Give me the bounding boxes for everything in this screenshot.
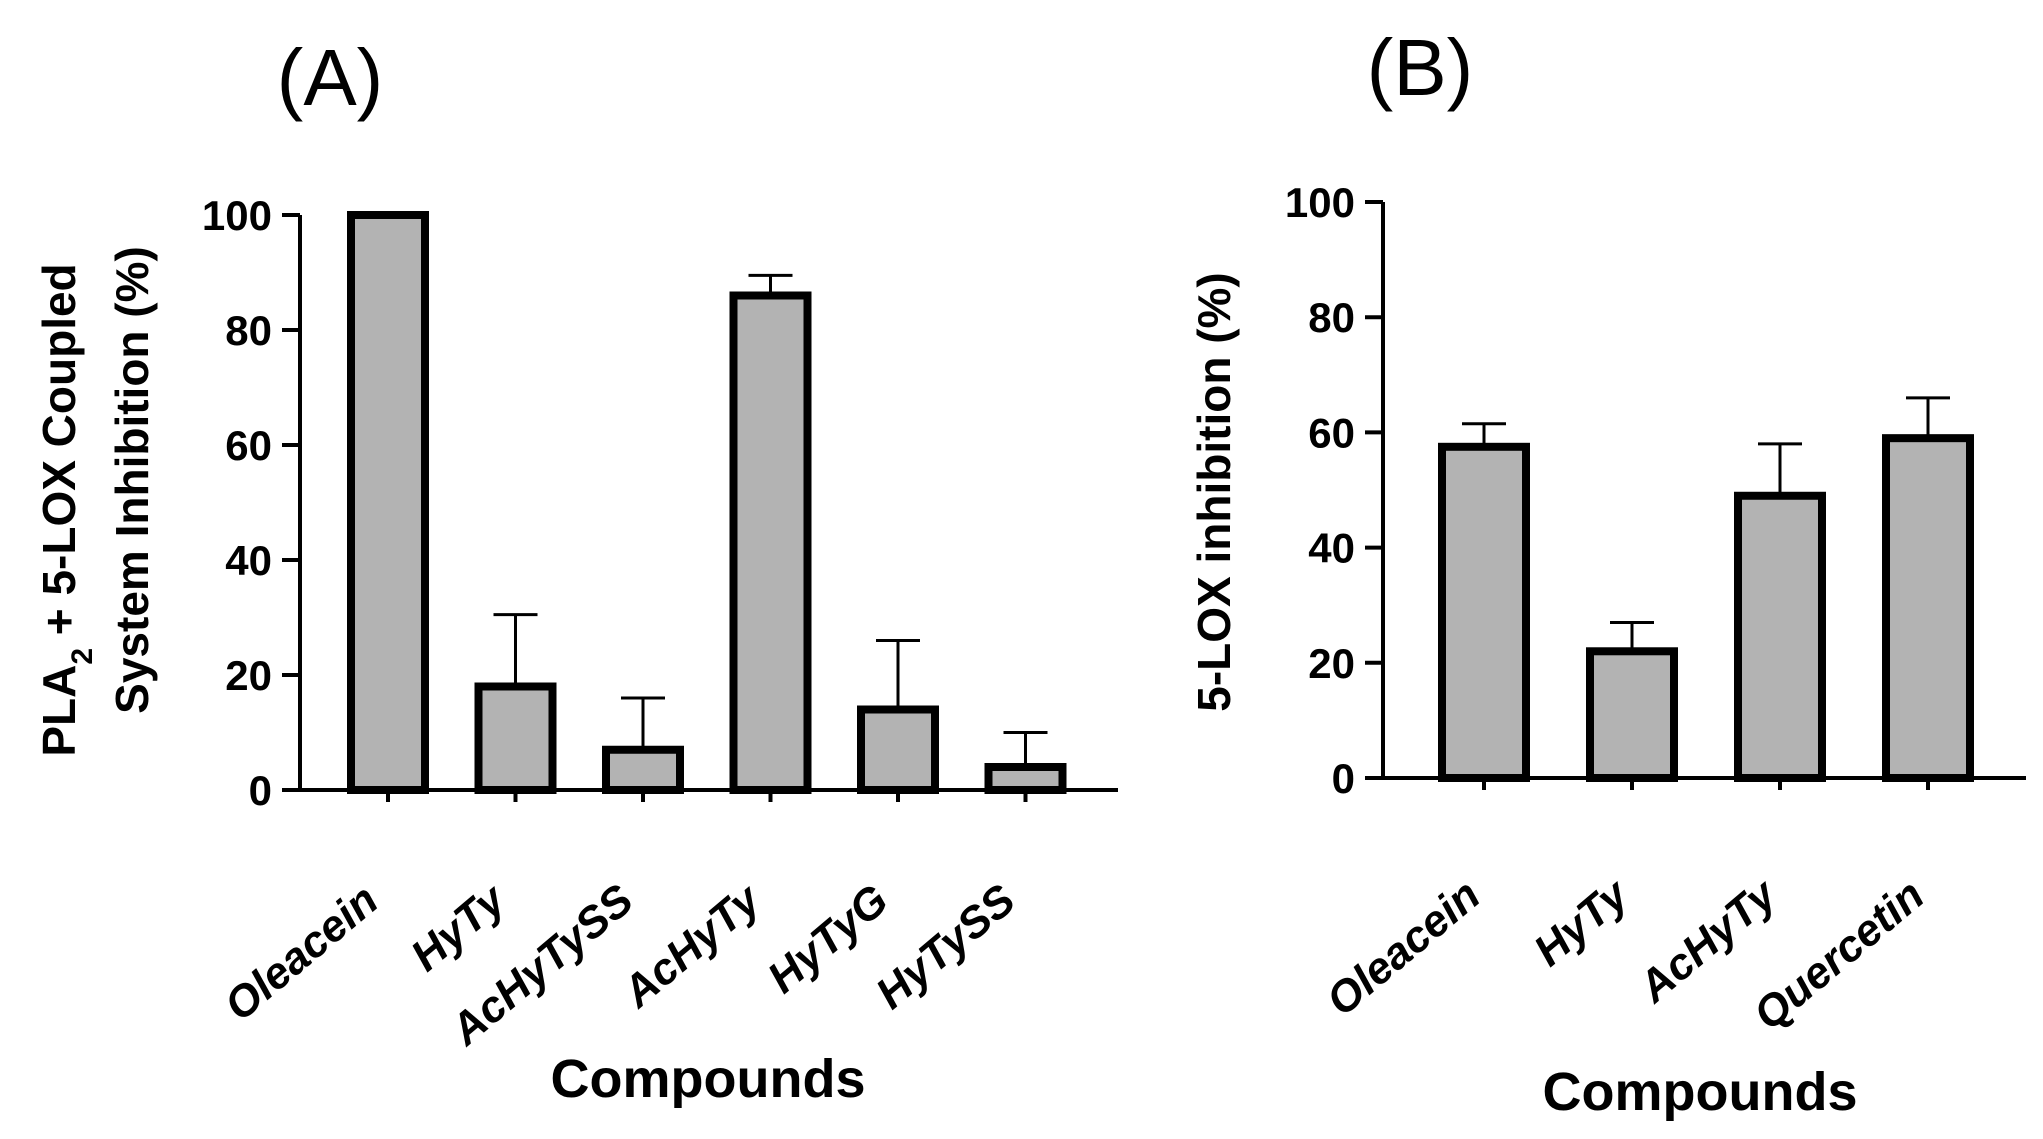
x-axis-label-a: Compounds (551, 1049, 866, 1109)
panel-label-a: (A) (277, 33, 384, 122)
panel-label-b: (B) (1367, 23, 1474, 112)
category-label-a-oleacein: Oleacein (215, 875, 387, 1030)
bar-b-oleacein (1438, 442, 1530, 782)
bar-b-hyty (1586, 647, 1678, 783)
bar-b-achyty (1734, 491, 1826, 782)
y-axis-label-a-line2: System Inhibition (%) (106, 246, 158, 714)
y-tick-label-a-100: 100 (202, 192, 272, 239)
y-tick-label-a-40: 40 (225, 537, 272, 584)
y-tick-label-a-80: 80 (225, 307, 272, 354)
category-label-b-oleacein: Oleacein (1317, 870, 1489, 1025)
chart-panel-b: (B) 5-LOX inhibition (%) Compounds 0 20 40… (1188, 23, 2026, 1122)
y-tick-label-b-0: 0 (1332, 755, 1355, 802)
bar-a-hyty (474, 682, 557, 794)
x-axis-label-b: Compounds (1543, 1062, 1858, 1122)
y-tick-label-a-60: 60 (225, 422, 272, 469)
y-tick-label-b-80: 80 (1308, 294, 1355, 341)
y-axis-label-a-line1: PLA2 + 5-LOX Coupled (33, 263, 99, 756)
y-tick-label-a-20: 20 (225, 652, 272, 699)
y-tick-label-b-100: 100 (1285, 179, 1355, 226)
bar-a-achyty (729, 291, 812, 794)
bar-a-achytyss (602, 745, 684, 794)
bar-a-oleacein (347, 211, 429, 794)
y-tick-label-b-40: 40 (1308, 525, 1355, 572)
category-label-a-achyty: AcHyTy (613, 874, 771, 1018)
bar-a-hytyg (857, 705, 939, 794)
category-label-a-hytyss: HyTySS (867, 875, 1025, 1018)
chart-panel-a: (A) PLA2 + 5-LOX Coupled System Inhibiti… (33, 33, 1118, 1109)
bar-b-quercetin (1882, 434, 1974, 782)
bar-a-hytyss (984, 763, 1067, 794)
y-tick-label-b-20: 20 (1308, 640, 1355, 687)
y-tick-label-b-60: 60 (1308, 409, 1355, 456)
y-axis-label-b: 5-LOX inhibition (%) (1188, 272, 1240, 712)
y-tick-label-a-0: 0 (249, 767, 272, 814)
category-label-b-hyty: HyTy (1525, 869, 1640, 976)
category-label-a-hyty: HyTy (402, 874, 517, 981)
